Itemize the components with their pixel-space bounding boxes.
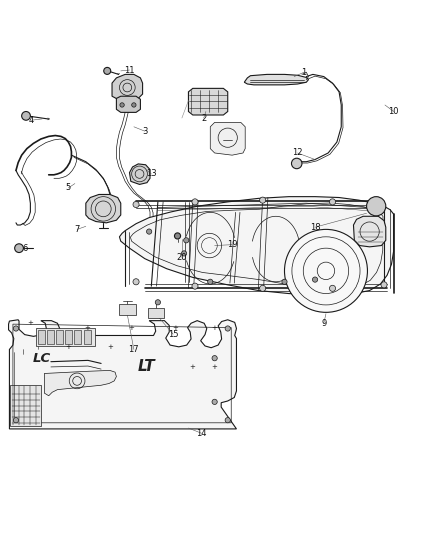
Text: 9: 9 (321, 319, 326, 328)
Polygon shape (86, 195, 121, 223)
Polygon shape (353, 216, 386, 247)
Circle shape (104, 67, 111, 75)
Bar (148, 309, 163, 318)
Text: 15: 15 (168, 330, 178, 338)
Text: 11: 11 (124, 66, 135, 75)
Circle shape (378, 203, 384, 209)
Circle shape (184, 238, 189, 243)
Circle shape (14, 244, 23, 253)
Polygon shape (130, 164, 150, 184)
Polygon shape (210, 123, 245, 155)
Text: 13: 13 (146, 169, 157, 179)
Text: +: + (212, 326, 218, 332)
Circle shape (312, 277, 318, 282)
Text: 6: 6 (22, 244, 28, 253)
Circle shape (21, 111, 30, 120)
Text: 14: 14 (196, 429, 207, 438)
Circle shape (181, 251, 187, 256)
Text: 2: 2 (201, 114, 206, 123)
Polygon shape (11, 385, 41, 426)
Circle shape (282, 279, 287, 285)
Text: +: + (84, 326, 90, 332)
Text: 18: 18 (310, 223, 320, 232)
Polygon shape (9, 320, 237, 429)
Text: 4: 4 (28, 116, 34, 125)
Bar (84, 330, 91, 344)
Bar (74, 330, 81, 344)
Circle shape (147, 229, 152, 234)
Circle shape (291, 158, 302, 169)
Polygon shape (244, 75, 308, 85)
Circle shape (192, 199, 198, 205)
Bar (119, 304, 136, 316)
Text: 12: 12 (292, 149, 303, 157)
Circle shape (192, 283, 198, 289)
Circle shape (367, 197, 386, 216)
Text: +: + (28, 320, 33, 326)
Circle shape (132, 103, 136, 107)
Circle shape (13, 417, 18, 423)
Bar (65, 330, 72, 344)
Circle shape (260, 197, 266, 203)
Polygon shape (188, 88, 228, 115)
Bar (56, 330, 63, 344)
Text: 17: 17 (128, 345, 139, 354)
Circle shape (120, 103, 124, 107)
Circle shape (212, 399, 217, 405)
Text: +: + (189, 364, 195, 370)
Bar (35, 328, 95, 346)
Circle shape (212, 356, 217, 361)
Circle shape (13, 326, 18, 331)
Text: 20: 20 (177, 253, 187, 262)
Polygon shape (120, 197, 394, 295)
Text: LT: LT (138, 359, 156, 374)
Text: 3: 3 (142, 127, 148, 136)
Text: 1: 1 (301, 68, 307, 77)
Circle shape (133, 279, 139, 285)
Circle shape (260, 285, 266, 292)
Circle shape (329, 285, 336, 292)
Circle shape (133, 201, 139, 207)
Circle shape (285, 229, 367, 312)
Circle shape (174, 233, 180, 239)
Bar (47, 330, 54, 344)
Text: +: + (128, 326, 134, 332)
Text: 5: 5 (66, 183, 71, 192)
Circle shape (208, 279, 213, 285)
Bar (38, 330, 45, 344)
Text: +: + (107, 344, 113, 350)
Text: +: + (212, 364, 218, 370)
Polygon shape (117, 96, 141, 112)
Circle shape (155, 300, 160, 305)
Polygon shape (44, 370, 117, 395)
Text: 7: 7 (74, 225, 80, 234)
Text: +: + (65, 344, 71, 350)
Text: 19: 19 (227, 240, 237, 249)
Circle shape (381, 282, 387, 288)
Text: +: + (173, 326, 178, 332)
Text: 10: 10 (389, 107, 399, 116)
Text: LC: LC (33, 352, 51, 365)
Circle shape (329, 199, 336, 205)
Polygon shape (112, 75, 143, 101)
Circle shape (225, 417, 230, 423)
Circle shape (225, 326, 230, 331)
